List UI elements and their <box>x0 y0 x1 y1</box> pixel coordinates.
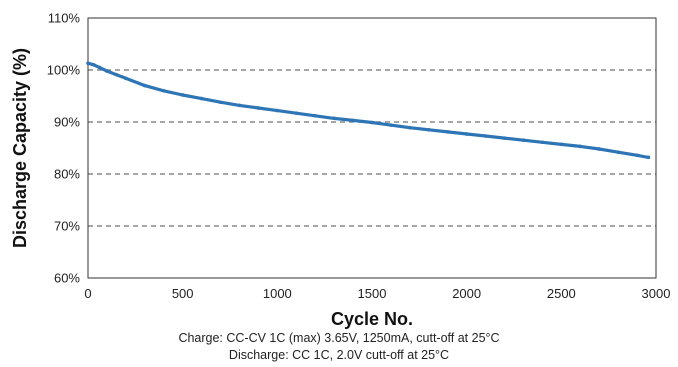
plot-frame <box>87 17 657 279</box>
charge-caption: Charge: CC-CV 1C (max) 3.65V, 1250mA, cu… <box>178 331 500 345</box>
data-point <box>313 113 318 118</box>
discharge-caption: Discharge: CC 1C, 2.0V cutt-off at 25°C <box>228 348 450 362</box>
data-point <box>389 123 393 127</box>
data-point <box>370 120 374 125</box>
data-point <box>91 63 96 67</box>
data-point <box>559 142 564 147</box>
data-point <box>237 103 242 108</box>
data-point <box>540 140 545 145</box>
data-point <box>256 106 261 110</box>
y-axis-title: Discharge Capacity (%) <box>10 48 30 248</box>
data-point <box>351 118 355 123</box>
data-point <box>464 132 469 136</box>
x-tick-label: 1500 <box>358 286 387 301</box>
data-point <box>521 138 526 142</box>
data-point <box>616 150 620 154</box>
x-axis-title: Cycle No. <box>331 309 413 329</box>
data-point <box>275 108 280 113</box>
y-tick-label: 110% <box>48 11 81 26</box>
data-point <box>502 136 507 140</box>
data-point <box>97 65 102 70</box>
data-point <box>105 69 109 73</box>
x-tick-label: 0 <box>84 286 91 301</box>
data-point <box>578 144 583 149</box>
data-point <box>124 76 128 81</box>
data-point <box>294 111 299 115</box>
x-tick-label: 500 <box>172 286 194 301</box>
y-tick-label: 100% <box>47 63 81 78</box>
data-point <box>597 147 601 151</box>
data-point <box>161 89 166 93</box>
data-series <box>86 61 651 160</box>
series-line <box>86 61 650 159</box>
data-point <box>445 130 450 134</box>
x-tick-label: 2500 <box>547 286 576 301</box>
data-point <box>332 116 336 121</box>
data-point <box>86 61 90 66</box>
data-point <box>114 72 119 77</box>
data-point <box>143 83 147 88</box>
data-point <box>483 134 488 138</box>
x-tick-label: 2000 <box>452 286 481 301</box>
data-point <box>408 125 412 130</box>
y-tick-label: 60% <box>54 271 80 286</box>
data-point <box>199 96 204 101</box>
y-tick-label: 80% <box>54 167 80 182</box>
data-point <box>218 100 223 105</box>
y-tick-label: 70% <box>54 219 80 234</box>
data-point <box>635 153 639 158</box>
chart: 60% 70% 80% 90% 100% 110% 0 500 1000 1500 2000 250… <box>10 11 670 330</box>
data-point <box>646 155 651 160</box>
y-tick-label: 90% <box>54 115 80 130</box>
x-tick-labels: 0 500 1000 1500 2000 2500 3000 <box>84 286 670 301</box>
data-point <box>180 93 185 97</box>
data-point <box>427 128 431 132</box>
x-tick-label: 3000 <box>642 286 671 301</box>
y-tick-labels: 60% 70% 80% 90% 100% 110% <box>47 11 81 286</box>
x-tick-label: 1000 <box>263 286 292 301</box>
